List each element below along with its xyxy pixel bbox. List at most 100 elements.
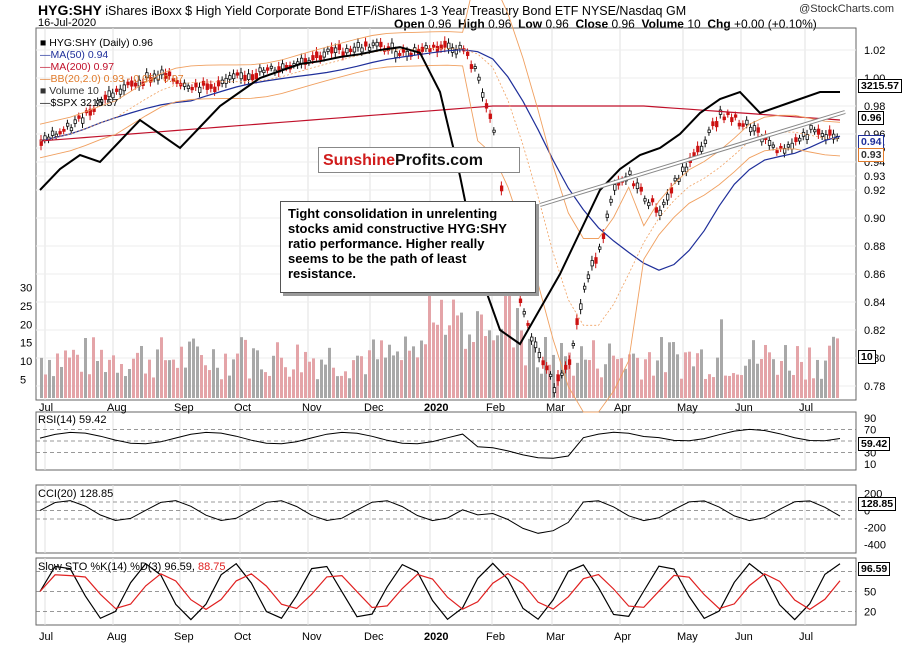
candle-body <box>571 343 575 347</box>
trendline <box>539 111 846 206</box>
volume-bar <box>768 352 771 398</box>
candle-body <box>767 140 772 146</box>
candle-body <box>650 198 655 203</box>
volume-bar <box>632 353 635 398</box>
volume-bar <box>356 355 359 398</box>
indicator-tick-1: 10 <box>864 459 876 471</box>
candle-body <box>126 81 130 86</box>
volume-bar <box>440 299 443 398</box>
candle-body <box>130 80 134 87</box>
volume-bar <box>612 355 615 398</box>
volume-bar <box>204 365 207 398</box>
candle-body <box>692 152 696 157</box>
indicator-tick-2: -400 <box>864 540 886 552</box>
volume-bar <box>108 359 111 398</box>
candle-body <box>243 74 247 81</box>
volume-bar <box>172 359 175 398</box>
candle-body <box>556 374 560 382</box>
candle-body <box>458 44 462 50</box>
candle-body <box>594 257 598 264</box>
volume-bar <box>728 375 731 398</box>
candle-body <box>39 139 43 146</box>
sto-legend: Slow STO %K(14) %D(3) 96.59, 88.75 <box>38 561 226 573</box>
volume-bar <box>660 337 663 398</box>
month-label-bottom: Jul <box>799 631 813 643</box>
volume-bar <box>580 346 583 398</box>
month-label-top: Aug <box>107 402 127 414</box>
candle-body <box>318 55 323 61</box>
volume-bar <box>796 346 799 398</box>
volume-bar <box>456 315 459 398</box>
volume-bar <box>600 377 603 398</box>
legend-ma50: —MA(50) 0.94 <box>40 49 109 61</box>
volume-bar <box>820 378 823 398</box>
candle-body <box>432 44 436 48</box>
candle-body <box>69 127 74 132</box>
candle-body <box>356 42 360 48</box>
current-price-tag: 0.96 <box>858 111 885 125</box>
candle-body <box>111 92 115 99</box>
volume-bar <box>492 340 495 398</box>
candle-body <box>816 128 821 135</box>
candle-body <box>58 131 62 135</box>
volume-bar <box>704 378 707 398</box>
candle-body <box>786 144 791 148</box>
sto-d-line <box>39 572 841 611</box>
volume-bar <box>680 378 683 398</box>
volume-bar <box>68 357 71 398</box>
volume-bar <box>296 344 299 398</box>
month-label-top: Feb <box>486 402 505 414</box>
volume-bar <box>500 328 503 398</box>
candle-body <box>367 46 372 51</box>
volume-bar <box>260 369 263 398</box>
volume-bar <box>324 364 327 398</box>
candle-body <box>360 47 364 53</box>
candle-body <box>167 71 172 77</box>
volume-bar <box>536 367 539 398</box>
volume-bar <box>688 351 691 398</box>
candle-body <box>733 114 738 118</box>
candle-body <box>133 82 138 87</box>
symbol: HYG:SHY <box>38 2 102 18</box>
candle-body <box>771 144 775 148</box>
volume-bar <box>744 365 747 398</box>
candle-body <box>239 72 243 80</box>
candle-body <box>115 88 119 92</box>
month-label-top: Apr <box>614 402 631 414</box>
volume-bar <box>480 314 483 398</box>
volume-bar <box>360 356 363 398</box>
volume-bar <box>496 335 499 398</box>
candle-body <box>530 336 534 342</box>
volume-bar <box>152 377 155 398</box>
volume-bar <box>272 355 275 398</box>
volume-bar <box>572 375 575 398</box>
volume-bar <box>240 337 243 398</box>
candle-body <box>598 246 602 250</box>
volume-bar <box>200 355 203 398</box>
volume-bar <box>824 360 827 398</box>
volume-bar <box>776 374 779 398</box>
volume-bar <box>364 374 367 398</box>
volume-bar <box>212 349 215 398</box>
candle-body <box>216 80 221 87</box>
volume-bar <box>320 359 323 398</box>
sunshine-profits-logo: SunshineProfits.com <box>318 147 520 173</box>
candle-body <box>182 82 187 87</box>
candle-body <box>813 129 817 133</box>
volume-bar <box>792 374 795 398</box>
volume-bar <box>396 351 399 398</box>
candle-body <box>707 129 711 133</box>
legend-spx: —$SPX 3215.57 <box>40 97 119 109</box>
indicator-tick-1: 70 <box>864 424 876 436</box>
volume-bar <box>124 376 127 398</box>
volume-bar <box>248 378 251 398</box>
sto-k-line <box>39 562 841 621</box>
volume-bar <box>836 338 839 398</box>
candle-body <box>756 127 760 133</box>
volume-bar <box>100 349 103 398</box>
candle-body <box>171 78 175 82</box>
candle-body <box>224 77 228 84</box>
volume-bar <box>328 347 331 398</box>
candle-body <box>492 129 496 133</box>
candle-body <box>586 274 591 279</box>
